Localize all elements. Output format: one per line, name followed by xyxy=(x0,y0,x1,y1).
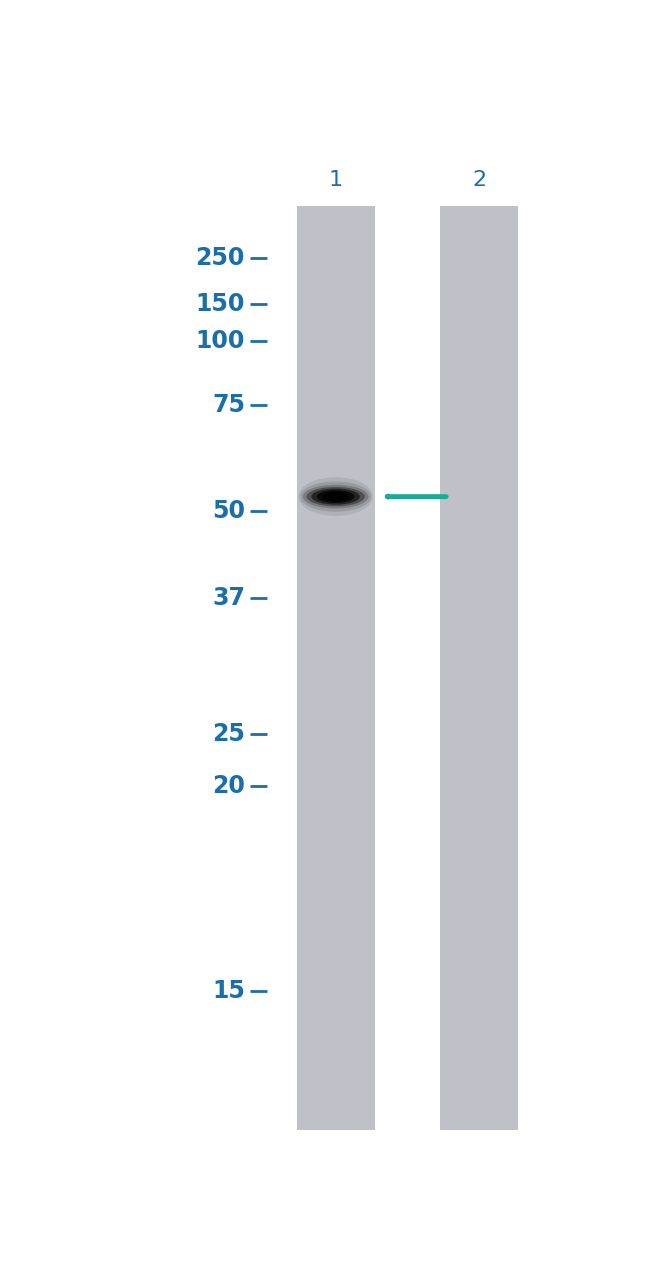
Text: 25: 25 xyxy=(212,723,245,747)
Text: 2: 2 xyxy=(472,170,486,189)
Text: 1: 1 xyxy=(329,170,343,189)
Text: 100: 100 xyxy=(196,329,245,353)
Text: 15: 15 xyxy=(212,979,245,1003)
Text: 20: 20 xyxy=(212,775,245,798)
Ellipse shape xyxy=(328,493,343,500)
Bar xyxy=(296,206,374,1130)
Text: 75: 75 xyxy=(212,392,245,417)
Bar xyxy=(440,206,518,1130)
Ellipse shape xyxy=(311,489,360,504)
Text: 50: 50 xyxy=(212,499,245,523)
Ellipse shape xyxy=(322,491,348,502)
Ellipse shape xyxy=(298,478,373,516)
Text: 150: 150 xyxy=(196,292,245,316)
Ellipse shape xyxy=(307,486,365,507)
Text: 250: 250 xyxy=(196,246,245,271)
Ellipse shape xyxy=(303,485,369,508)
Ellipse shape xyxy=(317,490,354,503)
Ellipse shape xyxy=(300,481,371,512)
Text: 37: 37 xyxy=(212,587,245,611)
